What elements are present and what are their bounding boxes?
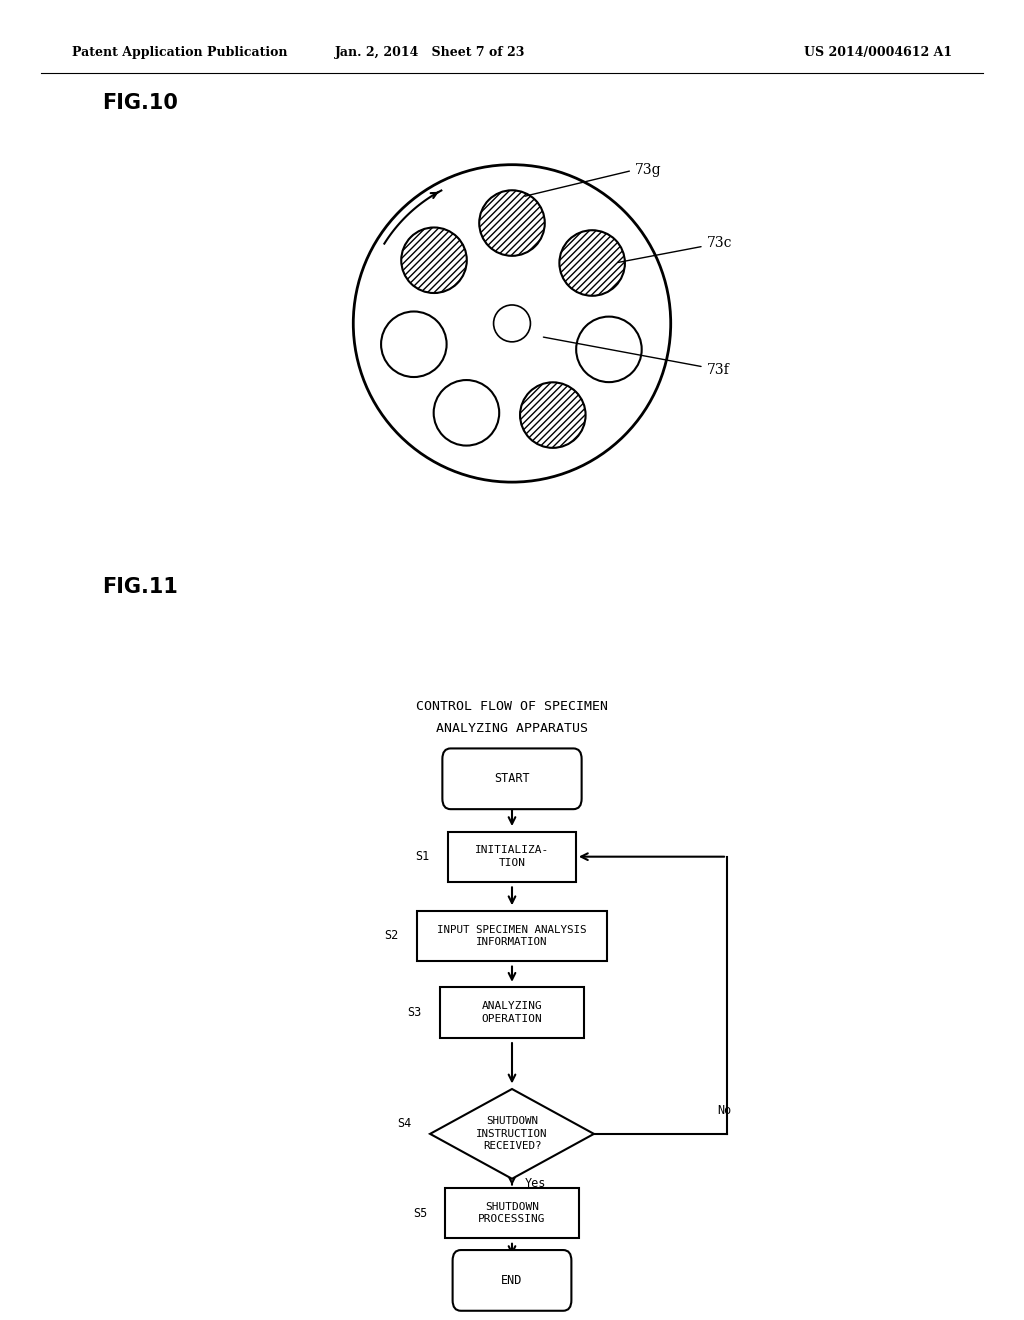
Ellipse shape [559, 230, 625, 296]
Ellipse shape [577, 317, 642, 383]
Text: No: No [717, 1104, 731, 1117]
Text: ANALYZING APPARATUS: ANALYZING APPARATUS [436, 722, 588, 735]
Text: US 2014/0004612 A1: US 2014/0004612 A1 [804, 46, 952, 59]
Text: ANALYZING
OPERATION: ANALYZING OPERATION [481, 1002, 543, 1023]
Text: S1: S1 [416, 850, 430, 863]
Bar [418, 911, 606, 961]
Text: 73f: 73f [544, 337, 729, 376]
Ellipse shape [479, 190, 545, 256]
Ellipse shape [381, 312, 446, 378]
Text: SHUTDOWN
PROCESSING: SHUTDOWN PROCESSING [478, 1203, 546, 1224]
Bar [445, 1188, 579, 1238]
Text: S3: S3 [408, 1006, 422, 1019]
Text: Yes: Yes [524, 1177, 546, 1189]
Ellipse shape [520, 383, 586, 447]
Polygon shape [430, 1089, 594, 1179]
Ellipse shape [401, 227, 467, 293]
Text: Jan. 2, 2014   Sheet 7 of 23: Jan. 2, 2014 Sheet 7 of 23 [335, 46, 525, 59]
Text: FIG.11: FIG.11 [102, 577, 178, 598]
Text: INITIALIZA-
TION: INITIALIZA- TION [475, 846, 549, 867]
Bar [440, 987, 584, 1038]
Text: FIG.10: FIG.10 [102, 92, 178, 114]
Text: Patent Application Publication: Patent Application Publication [72, 46, 287, 59]
Bar [449, 832, 575, 882]
Text: INPUT SPECIMEN ANALYSIS
INFORMATION: INPUT SPECIMEN ANALYSIS INFORMATION [437, 925, 587, 946]
FancyBboxPatch shape [442, 748, 582, 809]
Text: S5: S5 [413, 1206, 427, 1220]
Text: CONTROL FLOW OF SPECIMEN: CONTROL FLOW OF SPECIMEN [416, 700, 608, 713]
Text: START: START [495, 772, 529, 785]
Text: S4: S4 [397, 1117, 412, 1130]
Text: SHUTDOWN
INSTRUCTION
RECEIVED?: SHUTDOWN INSTRUCTION RECEIVED? [476, 1117, 548, 1151]
Text: 73g: 73g [525, 162, 662, 197]
Text: S2: S2 [385, 929, 398, 942]
Ellipse shape [434, 380, 500, 446]
Text: END: END [502, 1274, 522, 1287]
FancyBboxPatch shape [453, 1250, 571, 1311]
Text: 73c: 73c [617, 236, 732, 263]
